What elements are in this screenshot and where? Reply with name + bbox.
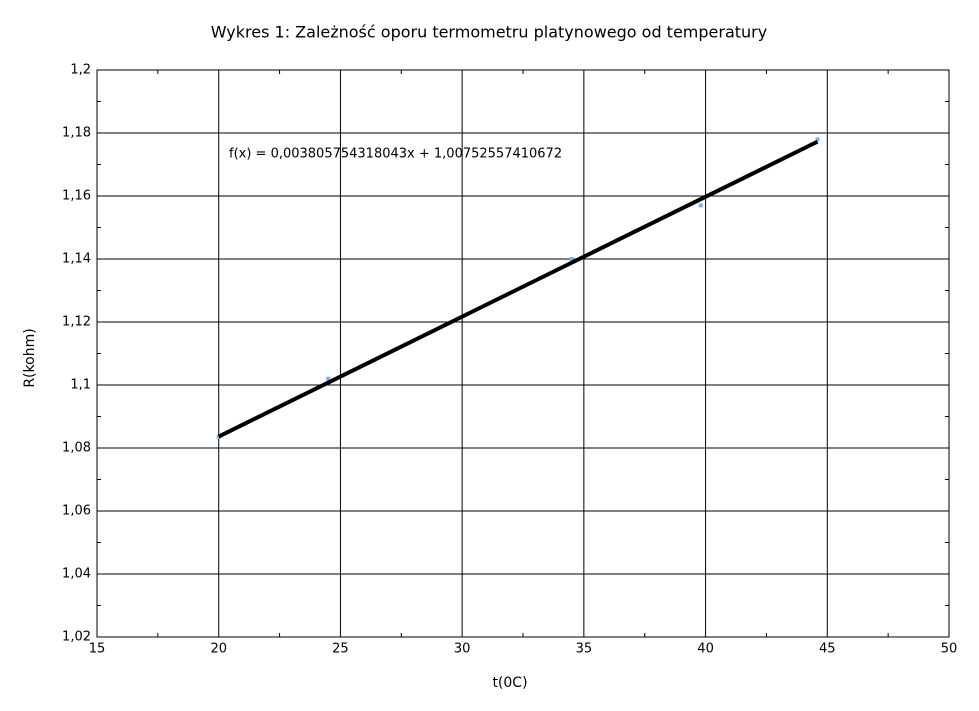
data-point (815, 137, 820, 142)
chart-title: Wykres 1: Zależność oporu termometru pla… (211, 23, 767, 42)
data-point (326, 376, 331, 381)
y-tick-label: 1,06 (62, 504, 91, 519)
y-tick-label: 1,02 (62, 630, 91, 645)
y-tick-label: 1,2 (70, 63, 91, 78)
x-tick-label: 35 (576, 642, 593, 657)
x-tick-label: 40 (697, 642, 714, 657)
x-tick-label: 15 (89, 642, 106, 657)
x-tick-label: 30 (454, 642, 471, 657)
y-tick-label: 1,1 (70, 378, 91, 393)
trendline (217, 139, 819, 439)
y-tick-label: 1,18 (62, 126, 91, 141)
y-tick-label: 1,08 (62, 441, 91, 456)
y-axis-title: R(kohm) (22, 328, 38, 387)
x-tick-label: 25 (332, 642, 349, 657)
data-point (216, 434, 221, 439)
y-tick-label: 1,14 (62, 252, 91, 267)
y-tick-label: 1,04 (62, 567, 91, 582)
x-axis-title: t(0C) (492, 675, 527, 691)
data-point (698, 203, 703, 208)
x-tick-label: 20 (210, 642, 227, 657)
y-tick-label: 1,16 (62, 189, 91, 204)
trendline-label: f(x) = 0,003805754318043x + 1,0075255741… (229, 147, 562, 162)
data-point (569, 257, 574, 261)
x-tick-label: 45 (819, 642, 836, 657)
plot-frame (96, 69, 950, 638)
x-tick-label: 50 (941, 642, 958, 657)
y-tick-label: 1,12 (62, 315, 91, 330)
